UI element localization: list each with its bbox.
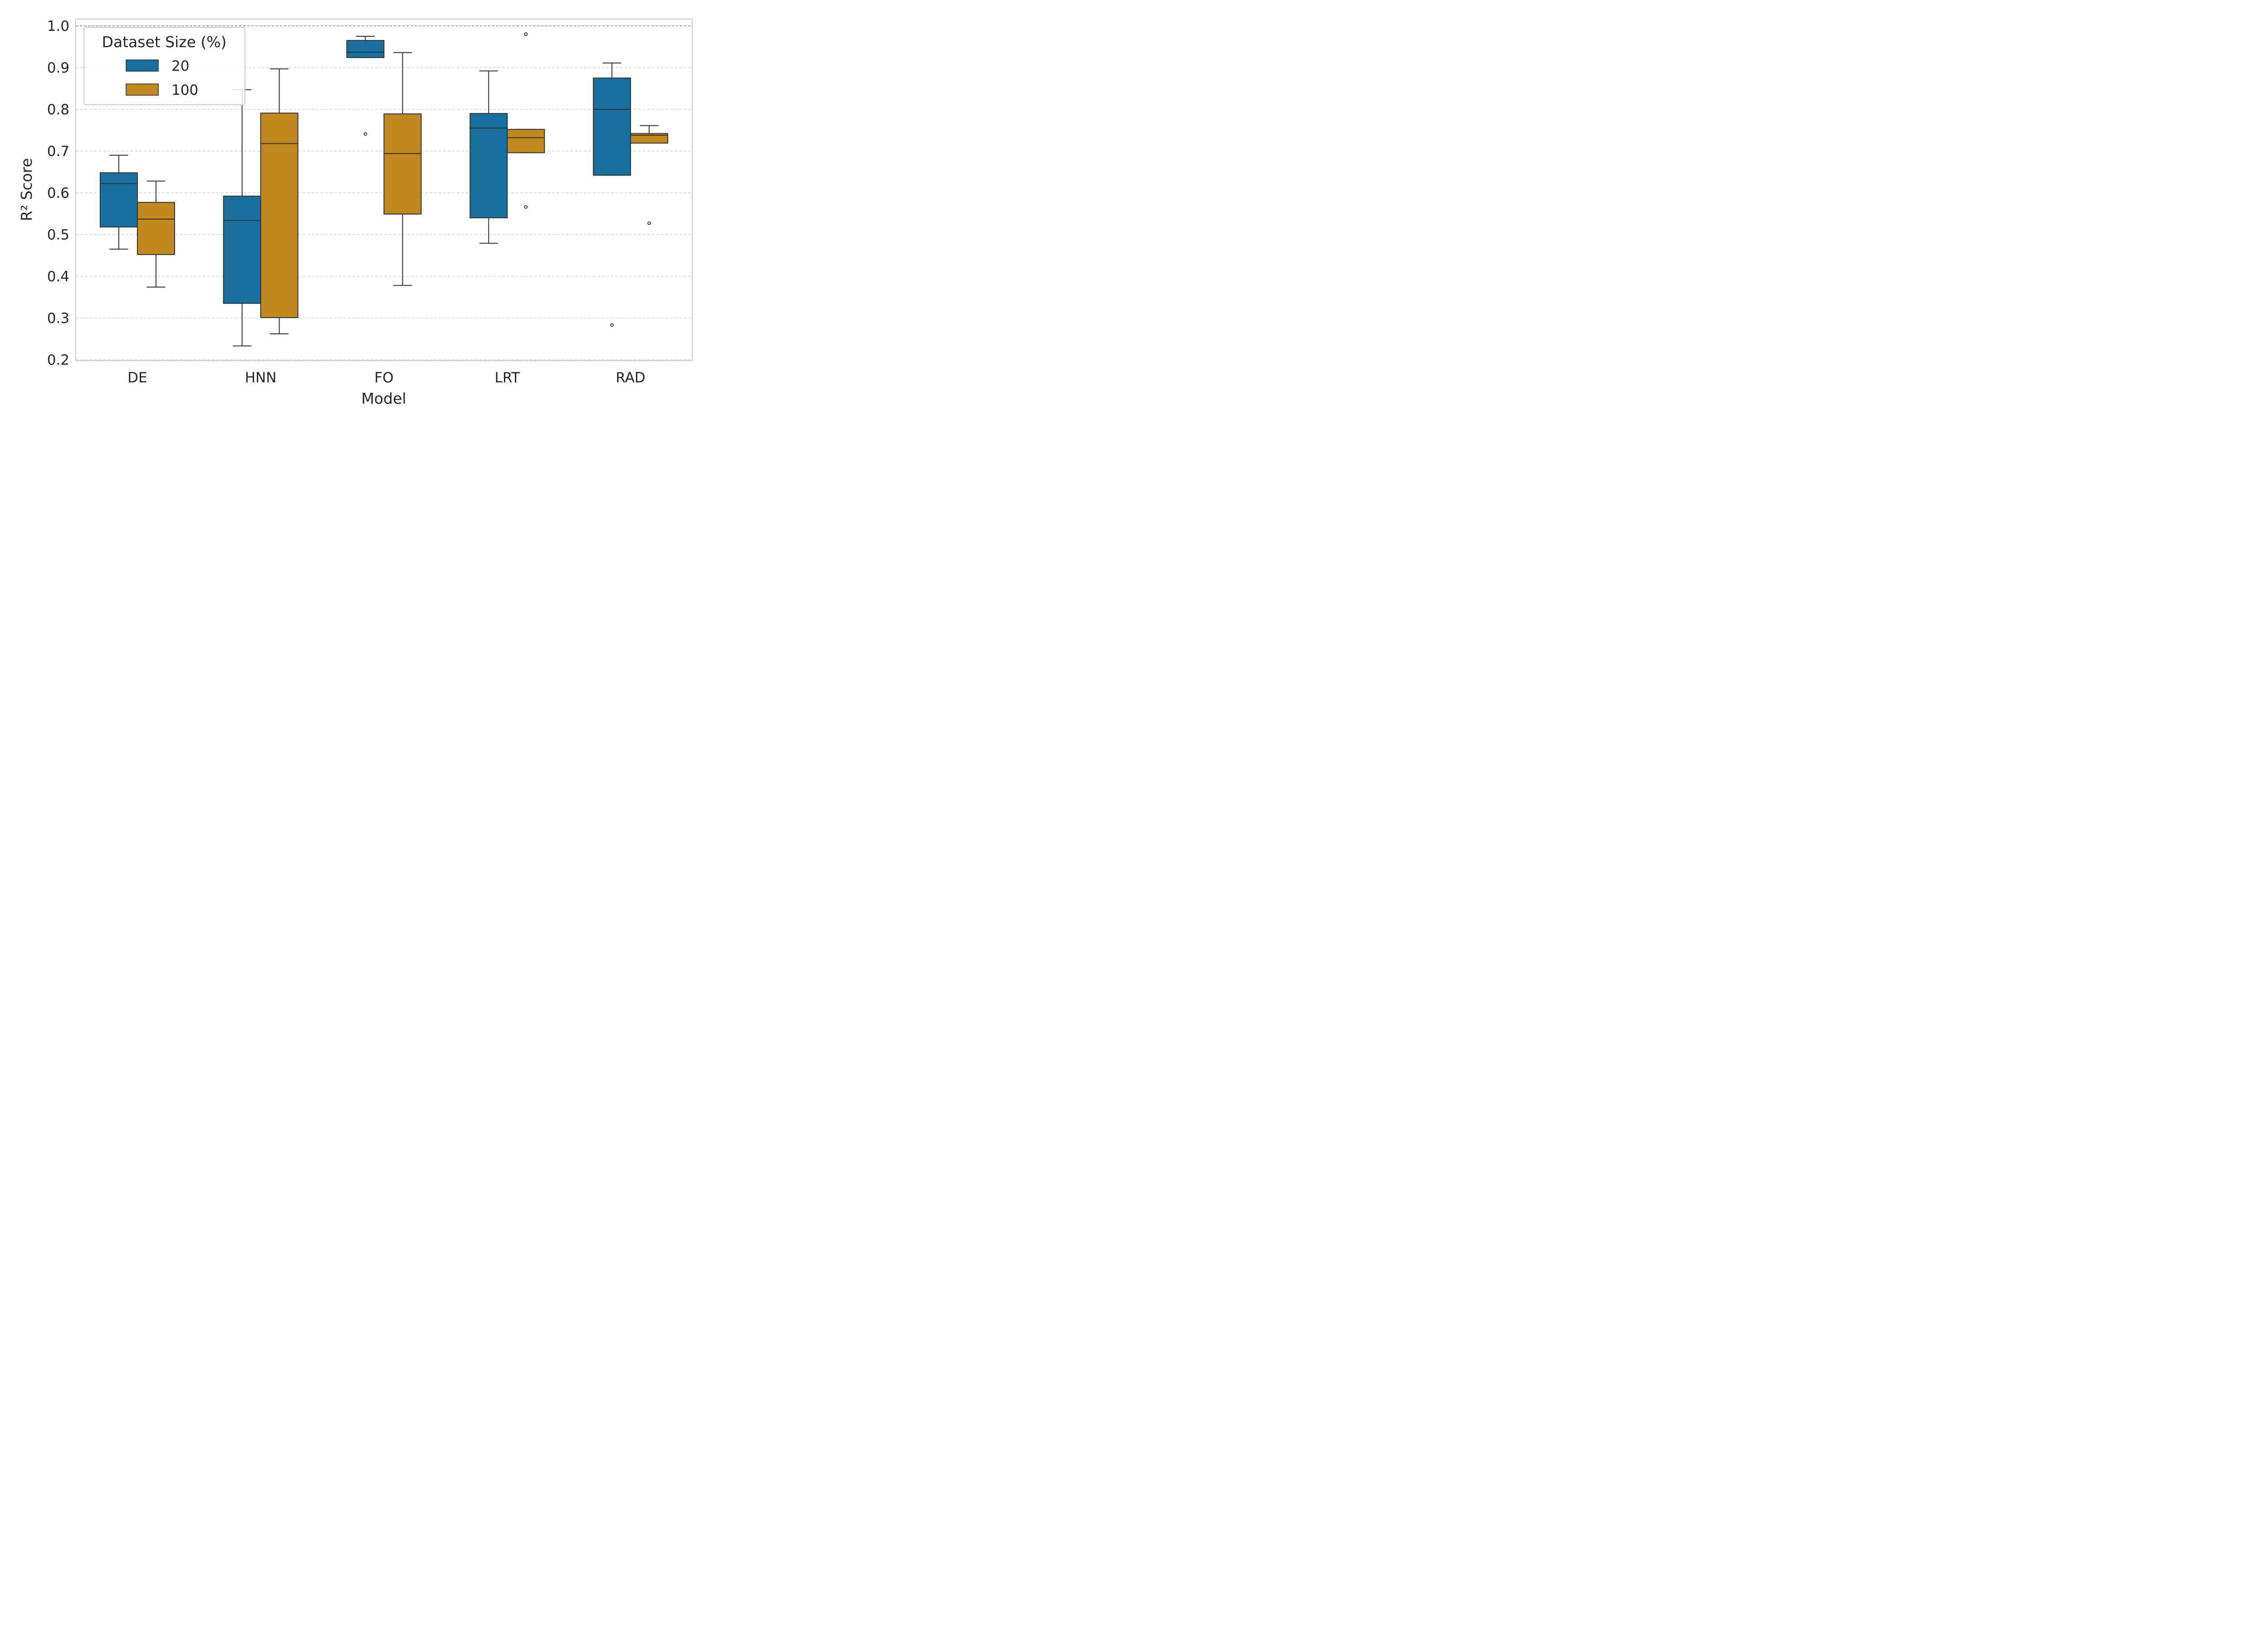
outlier-point	[363, 132, 367, 136]
box-HNN-20	[223, 89, 261, 347]
y-axis-ticks: 0.2 0.3 0.4 0.5 0.6 0.7 0.8 0.9 1.0	[47, 18, 69, 368]
legend-title: Dataset Size (%)	[102, 33, 226, 51]
box-body	[593, 78, 631, 176]
x-tick-label: RAD	[616, 370, 645, 386]
y-tick-label: 0.5	[47, 227, 69, 243]
x-tick-label: LRT	[495, 370, 521, 386]
box-RAD-20	[593, 62, 631, 327]
y-axis-title: R² Score	[18, 158, 35, 221]
grid-lines	[76, 25, 692, 360]
box-FO-100	[383, 52, 422, 286]
y-tick-label: 0.3	[47, 310, 69, 327]
legend-frame	[83, 27, 245, 105]
box-HNN-100	[260, 68, 298, 334]
x-tick-label: FO	[374, 370, 393, 386]
box-body	[346, 40, 385, 58]
outlier-point	[610, 323, 614, 327]
y-tick-label: 0.7	[47, 143, 69, 160]
y-tick-label: 0.6	[47, 185, 69, 201]
y-tick-label: 0.2	[47, 352, 69, 368]
legend-swatch-20	[126, 59, 159, 72]
box-LRT-20	[469, 70, 508, 244]
box-LRT-100	[507, 32, 545, 209]
box-DE-20	[99, 155, 138, 250]
legend-swatch-100	[126, 83, 159, 96]
boxes-layer	[99, 32, 669, 347]
y-tick-label: 0.9	[47, 60, 69, 76]
box-FO-20	[346, 36, 385, 136]
x-tick-label: HNN	[245, 370, 277, 386]
x-tick-label: DE	[127, 370, 147, 386]
box-body	[469, 113, 508, 219]
box-body	[383, 113, 422, 215]
y-tick-label: 0.4	[47, 269, 69, 285]
outlier-point	[524, 205, 528, 209]
box-body	[507, 129, 545, 153]
x-axis-title: Model	[361, 390, 406, 407]
box-body	[137, 202, 175, 255]
legend-label-100: 100	[171, 82, 198, 98]
box-body	[223, 196, 261, 304]
box-body	[260, 112, 298, 318]
y-tick-label: 1.0	[47, 18, 69, 34]
box-body	[99, 172, 138, 228]
box-plot-chart: 0.2 0.3 0.4 0.5 0.6 0.7 0.8 0.9 1.0 DE HNN FO LRT RA…	[18, 18, 693, 407]
plot-area-frame	[75, 19, 693, 361]
outlier-point	[524, 32, 528, 36]
legend-label-20: 20	[171, 58, 189, 74]
y-tick-label: 0.8	[47, 102, 69, 118]
box-DE-100	[137, 181, 175, 288]
box-body	[630, 133, 669, 144]
outlier-point	[647, 221, 651, 225]
x-axis-ticks: DE HNN FO LRT RAD	[127, 370, 645, 386]
legend: Dataset Size (%) 20 100	[83, 27, 245, 105]
box-RAD-100	[630, 125, 669, 225]
